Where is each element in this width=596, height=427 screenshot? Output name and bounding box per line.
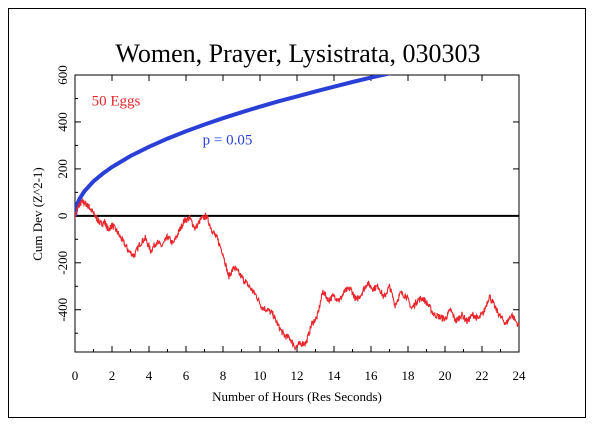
x-tick-label: 14 [328, 368, 342, 383]
x-tick-label: 16 [365, 368, 379, 383]
x-tick-label: 12 [291, 368, 304, 383]
chart-title: Women, Prayer, Lysistrata, 030303 [115, 39, 480, 68]
y-tick-label: -200 [55, 251, 70, 275]
x-tick-label: 0 [72, 368, 79, 383]
p05-envelope-line [75, 75, 392, 217]
x-tick-label: 22 [476, 368, 489, 383]
x-axis-label: Number of Hours (Res Seconds) [212, 389, 382, 404]
x-tick-label: 18 [402, 368, 415, 383]
y-axis-label: Cum Dev (Z^2-1) [30, 167, 45, 260]
x-tick-label: 24 [513, 368, 527, 383]
x-tick-label: 6 [183, 368, 190, 383]
y-tick-label: -400 [55, 298, 70, 322]
y-tick-label: 400 [55, 112, 70, 132]
plot-area [74, 74, 520, 353]
y-tick-label: 600 [55, 65, 70, 85]
x-tick-label: 2 [109, 368, 116, 383]
cumdev-line [75, 198, 519, 351]
chart-frame [8, 8, 586, 418]
y-tick-label: 0 [55, 213, 70, 220]
x-tick-label: 20 [439, 368, 452, 383]
p-value-annotation: p = 0.05 [203, 132, 253, 148]
x-tick-label: 4 [146, 368, 153, 383]
x-tick-label: 8 [220, 368, 227, 383]
x-tick-label: 10 [254, 368, 267, 383]
y-tick-label: 200 [55, 159, 70, 179]
eggs-annotation: 50 Eggs [92, 94, 141, 110]
